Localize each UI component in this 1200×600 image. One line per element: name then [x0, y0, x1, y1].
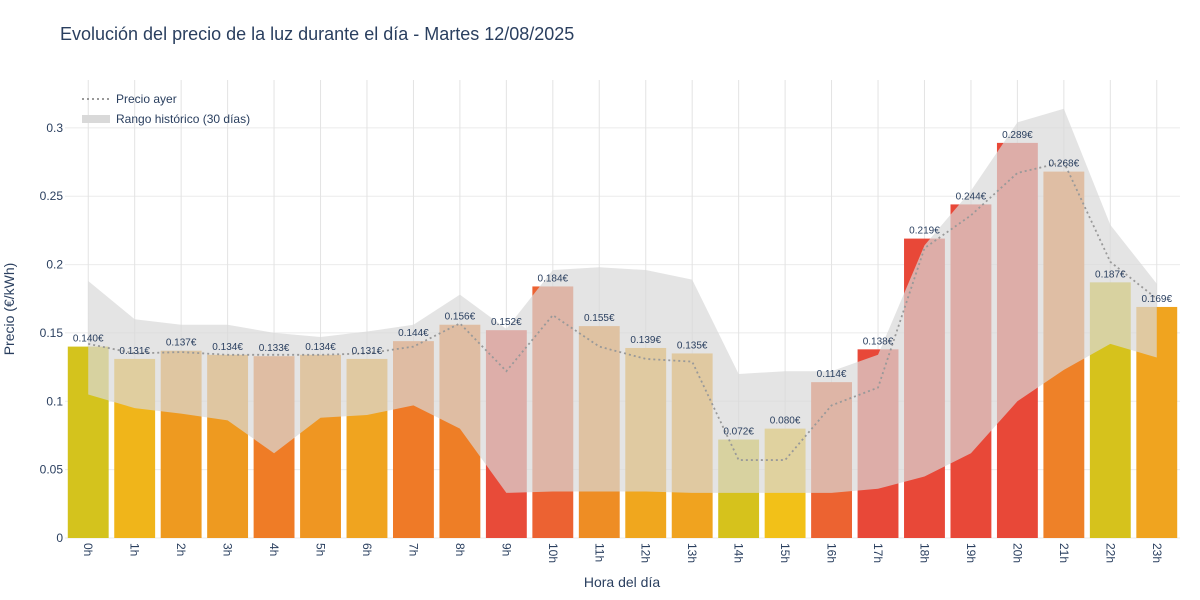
y-tick-label: 0.1 [46, 394, 63, 408]
x-tick-label: 0h [81, 543, 95, 556]
bar-label-13h: 0.135€ [677, 340, 708, 351]
bar-label-22h: 0.187€ [1095, 269, 1126, 280]
bar-labels: 0.140€ 0.131€ 0.137€ 0.134€ 0.133€ 0.134€ 0.13… [73, 130, 1173, 438]
x-tick-label: 7h [406, 543, 420, 556]
bar-label-19h: 0.244€ [956, 191, 987, 202]
bar-label-20h: 0.289€ [1002, 130, 1033, 141]
x-tick-label: 21h [1057, 543, 1071, 563]
x-tick-label: 16h [825, 543, 839, 563]
x-axis-ticks: 0h 1h 2h 3h 4h 5h 6h 7h 8h 9h 10h 11h 12h 13h 14h 15h 16… [81, 543, 1164, 563]
bar-label-4h: 0.133€ [259, 343, 290, 354]
y-tick-label: 0 [56, 531, 63, 545]
x-tick-label: 4h [267, 543, 281, 556]
x-tick-label: 14h [732, 543, 746, 563]
bar-label-9h: 0.152€ [491, 317, 522, 328]
bar-label-23h: 0.169€ [1141, 294, 1172, 305]
x-tick-label: 15h [778, 543, 792, 563]
bar-label-21h: 0.268€ [1049, 159, 1080, 170]
legend-label: Precio ayer [116, 92, 177, 106]
bar-label-12h: 0.139€ [630, 335, 661, 346]
bar-label-18h: 0.219€ [909, 226, 940, 237]
historical-range-band [88, 108, 1157, 493]
x-tick-label: 13h [685, 543, 699, 563]
chart-title: Evolución del precio de la luz durante e… [60, 24, 574, 44]
x-axis-title: Hora del día [584, 574, 660, 590]
y-tick-label: 0.2 [46, 258, 63, 272]
bar-label-6h: 0.131€ [352, 346, 383, 357]
bar-label-0h: 0.140€ [73, 334, 104, 345]
legend-label: Rango histórico (30 días) [116, 112, 250, 126]
x-tick-label: 2h [174, 543, 188, 556]
x-tick-label: 12h [639, 543, 653, 563]
x-tick-label: 19h [964, 543, 978, 563]
x-tick-label: 10h [546, 543, 560, 563]
historical-range-area [88, 108, 1157, 493]
y-tick-label: 0.05 [40, 463, 64, 477]
y-axis-title: Precio (€/kWh) [1, 263, 17, 356]
x-tick-label: 20h [1010, 543, 1024, 563]
x-tick-label: 1h [128, 543, 142, 556]
bar-label-8h: 0.156€ [445, 312, 476, 323]
yesterday-price-polyline [88, 160, 1158, 461]
bar-label-7h: 0.144€ [398, 328, 429, 339]
y-axis-ticks: 0 0.05 0.1 0.15 0.2 0.25 0.3 [40, 121, 64, 545]
x-tick-label: 11h [592, 543, 606, 562]
x-tick-label: 23h [1150, 543, 1164, 563]
x-tick-label: 9h [499, 543, 513, 556]
bar-label-1h: 0.131€ [119, 346, 150, 357]
bar-label-2h: 0.137€ [166, 338, 197, 349]
x-tick-label: 8h [453, 543, 467, 556]
y-tick-label: 0.3 [46, 121, 63, 135]
x-tick-label: 6h [360, 543, 374, 556]
bar-label-16h: 0.114€ [817, 369, 847, 380]
legend: Precio ayer Rango histórico (30 días) [82, 92, 250, 126]
x-tick-label: 3h [221, 543, 235, 556]
bar-label-10h: 0.184€ [538, 273, 569, 284]
bar-label-17h: 0.138€ [863, 336, 894, 347]
bar-label-15h: 0.080€ [770, 416, 801, 427]
y-tick-label: 0.15 [40, 326, 64, 340]
x-tick-label: 5h [314, 543, 328, 556]
bar-label-11h: 0.155€ [584, 313, 615, 324]
x-tick-label: 17h [871, 543, 885, 563]
bar-label-14h: 0.072€ [723, 427, 754, 438]
x-tick-label: 22h [1103, 543, 1117, 563]
y-tick-label: 0.25 [40, 189, 64, 203]
legend-swatch-range [82, 115, 110, 123]
bar-label-3h: 0.134€ [212, 342, 243, 353]
x-tick-label: 18h [917, 543, 931, 563]
yesterday-price-line [88, 160, 1158, 461]
bar-label-5h: 0.134€ [305, 342, 336, 353]
